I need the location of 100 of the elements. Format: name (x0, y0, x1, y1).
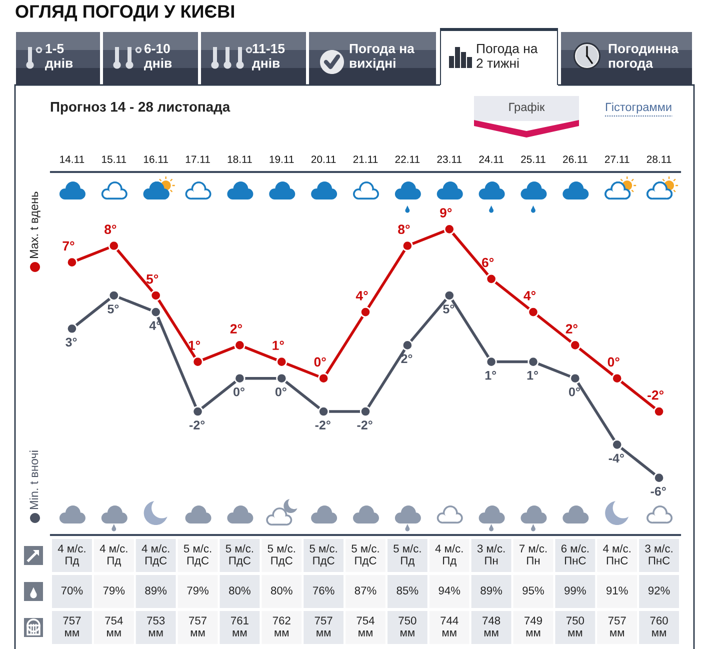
text: 749 мм (524, 616, 542, 636)
text: 5 м/с. Пд (394, 544, 421, 567)
data-label: 1° (527, 370, 538, 380)
point (66, 323, 78, 334)
point (402, 340, 413, 351)
text: Графік (509, 102, 545, 114)
text: Погода на 2 тижні (476, 44, 538, 68)
text: 750 мм (398, 616, 416, 636)
text: 5 м/с. ПдС (268, 544, 295, 567)
text: 11-15 днів (252, 44, 285, 70)
text: 79% (103, 586, 125, 594)
text: 92% (648, 586, 670, 594)
point (612, 372, 623, 384)
point (150, 306, 162, 318)
point (486, 273, 497, 284)
point (150, 290, 162, 302)
text: Гістограмми (606, 102, 672, 114)
text: Погода на вихідні (350, 44, 415, 70)
x-tick-label: 24.11 (479, 156, 504, 163)
x-tick-label: 19.11 (270, 156, 294, 163)
text: 94% (438, 586, 460, 594)
text: 91% (606, 586, 628, 594)
data-label: 5° (108, 304, 119, 314)
text: ОГЛЯД ПОГОДИ У КИЄВІ (16, 5, 234, 22)
point (108, 290, 120, 302)
text: 754 мм (356, 616, 374, 636)
text: 89% (480, 586, 502, 594)
x-tick-label: 20.11 (311, 156, 336, 163)
x-tick-label: 16.11 (144, 156, 168, 163)
text: 3 м/с. ПнС (645, 544, 672, 564)
x-tick-label: 28.11 (646, 156, 672, 163)
text: 750 мм (566, 616, 584, 636)
text: 760 мм (650, 616, 668, 636)
text: Погодинна погода (608, 44, 679, 70)
point (192, 356, 204, 368)
chart-title: Прогноз 14 - 28 листопада (50, 102, 230, 114)
text: 757 мм (189, 616, 206, 636)
point (570, 372, 581, 384)
point (402, 240, 413, 252)
text: 5 м/с. ПдС (184, 544, 212, 567)
text: 757 мм (608, 616, 626, 636)
point (66, 256, 78, 268)
text: 4 м/с. Пд (100, 544, 128, 567)
text: 85% (396, 586, 418, 594)
text: 5 м/с. ПдС (310, 544, 337, 567)
x-tick-label: 23.11 (437, 156, 462, 163)
point (276, 356, 288, 368)
text: 1-5 днів (45, 44, 73, 70)
data-label: 2° (401, 354, 412, 364)
point (276, 372, 288, 384)
point (192, 406, 204, 418)
text: 5 м/с. ПдС (352, 544, 379, 567)
text: 761 мм (231, 616, 248, 636)
x-tick-label: 14.11 (60, 156, 84, 163)
point (653, 472, 665, 484)
text: 80% (229, 586, 250, 594)
text: 87% (354, 586, 376, 594)
point (360, 406, 372, 418)
text: 70% (61, 586, 83, 594)
data-label: 5° (443, 304, 454, 314)
text: 753 мм (147, 616, 165, 636)
point (570, 340, 581, 351)
x-tick-label: 27.11 (604, 156, 630, 163)
text: Min. t вночі (30, 450, 38, 510)
text: 7 м/с. Пн (519, 544, 547, 564)
point (318, 372, 330, 384)
data-label: 0° (234, 387, 244, 396)
text: 4 м/с. ПнС (603, 544, 630, 564)
text: 80% (270, 586, 292, 594)
text: 79% (187, 586, 208, 594)
data-label: 1° (272, 340, 284, 350)
data-label: 2° (566, 324, 578, 334)
text: 757 мм (63, 616, 81, 636)
data-label: 0° (275, 387, 286, 396)
data-label: 6° (482, 258, 494, 268)
text: 4 м/с. Пд (435, 544, 463, 567)
point (318, 406, 330, 418)
point (528, 306, 539, 318)
point (234, 372, 246, 384)
point (108, 240, 120, 252)
x-tick-label: 15.11 (102, 156, 126, 163)
data-label: 9° (440, 208, 452, 218)
text: 95% (522, 586, 544, 594)
text: 4 м/с. ПдС (142, 544, 170, 567)
text: 762 мм (272, 616, 290, 636)
data-label: 4° (524, 291, 536, 300)
text: 748 мм (482, 616, 500, 636)
data-label: 7° (62, 241, 74, 250)
x-tick-label: 18.11 (228, 156, 252, 163)
x-tick-label: 25.11 (521, 156, 546, 163)
text: 3 м/с. Пн (477, 544, 505, 564)
text: Max. t вдень (30, 192, 40, 258)
data-label: -2° (190, 420, 205, 430)
text: 4 м/с. Пд (58, 544, 86, 567)
point (612, 439, 623, 450)
data-label: 0° (568, 387, 580, 396)
text: 5 м/с. ПдС (226, 544, 254, 567)
data-label: -2° (648, 390, 664, 400)
text: 6 м/с. ПнС (561, 544, 588, 564)
text: 754 мм (105, 616, 123, 636)
